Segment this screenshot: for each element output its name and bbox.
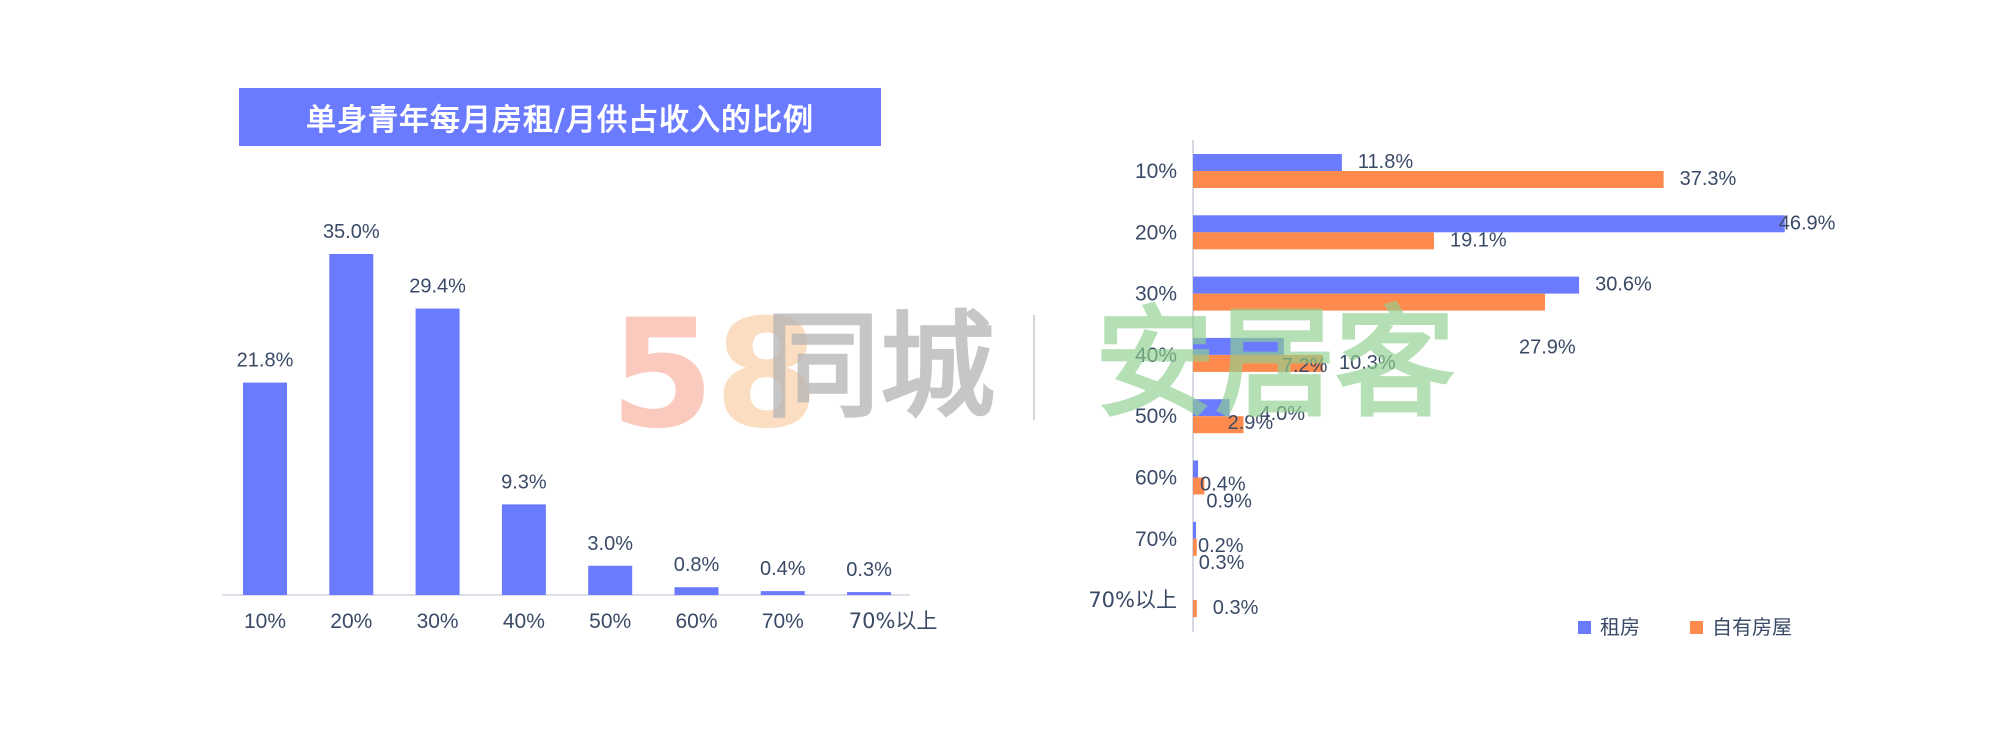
data-label: 3.0% [587,533,633,555]
data-label: 29.4% [409,276,466,298]
data-label-own: 4.0% [1259,403,1305,425]
data-label: 21.8% [237,350,294,372]
data-label-rent: 0.2% [1198,535,1244,557]
data-label-rent: 2.9% [1228,412,1274,434]
legend-rent: 租房 [1578,615,1640,639]
y-tick-label: 70%以上 [1088,588,1177,612]
data-label-own: 10.3% [1339,352,1396,374]
bar-rent [1193,215,1785,233]
chart-title: 单身青年每月房租/月供占收入的比例 [239,88,881,146]
data-label-own: 0.3% [1213,597,1259,619]
data-label: 0.3% [846,559,892,581]
bar [329,254,374,595]
vertical-bar-chart: 21.8% 10% 35.0% 20% 29.4% 30% 9.3% 40% 3.0% 50% 0.… [222,221,937,633]
bar-own [1193,538,1197,556]
x-tick-label: 30% [417,610,459,633]
x-tick-label: 10% [244,610,286,633]
bar [674,587,719,595]
horizontal-bar-chart: 10% 11.8% 37.3% 20% 46.9% 19.1% 30% 30.6% 27.9% 4… [1088,140,1836,639]
bar-own [1193,232,1434,250]
bar [588,565,633,595]
y-tick-label: 10% [1135,160,1177,183]
data-label-own: 37.3% [1680,168,1737,190]
x-tick-label: 60% [675,610,717,633]
bar-own [1193,171,1664,188]
x-tick-label: 70% [762,610,804,633]
bar [415,308,460,595]
bar-rent [1193,399,1230,417]
bar-own [1193,416,1244,434]
bar [847,592,892,595]
bar [501,504,546,595]
y-tick-label: 50% [1135,405,1177,428]
data-label: 0.8% [674,554,720,576]
bar-rent [1193,276,1580,294]
data-label-rent: 0.4% [1200,474,1246,496]
data-label-rent: 30.6% [1595,274,1652,296]
data-label-own: 0.9% [1206,491,1252,513]
data-label: 9.3% [501,471,547,493]
y-tick-label: 70% [1135,528,1177,551]
bar-own [1193,477,1205,495]
data-label-own: 19.1% [1450,229,1507,251]
bar-own [1193,293,1546,311]
legend-rent-swatch [1578,621,1591,634]
bar [760,591,805,595]
bar-own [1193,354,1323,372]
x-tick-label: 70%以上 [849,609,938,633]
legend-own: 自有房屋 [1690,615,1792,639]
data-label-rent: 7.2% [1282,355,1328,377]
bar-rent [1193,460,1199,478]
bar-rent [1193,337,1284,355]
bar-rent [1193,154,1342,171]
y-tick-label: 40% [1135,344,1177,367]
data-label-own: 27.9% [1519,337,1576,359]
y-tick-label: 20% [1135,221,1177,244]
legend-own-label: 自有房屋 [1712,615,1792,639]
x-tick-label: 20% [330,610,372,633]
x-tick-label: 50% [589,610,631,633]
bar [243,382,287,595]
y-tick-label: 60% [1135,467,1177,490]
legend-rent-label: 租房 [1600,615,1640,639]
bar-rent [1193,521,1196,539]
data-label-rent: 11.8% [1358,151,1413,173]
data-label: 0.4% [760,558,806,580]
y-tick-label: 30% [1135,283,1177,306]
data-label-rent: 46.9% [1779,212,1836,234]
data-label: 35.0% [323,221,380,243]
data-label-own: 0.3% [1199,552,1245,574]
bar-own [1193,600,1197,618]
legend-own-swatch [1690,621,1703,634]
x-tick-label: 40% [503,610,545,633]
